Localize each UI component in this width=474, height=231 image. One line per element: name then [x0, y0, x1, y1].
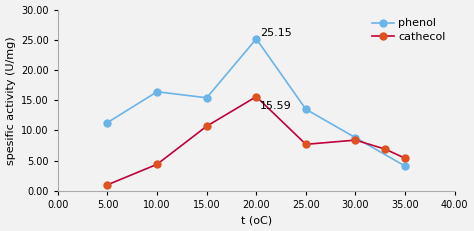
cathecol [204, 125, 210, 128]
X-axis label: t (oC): t (oC) [241, 216, 272, 225]
phenol [204, 96, 210, 99]
phenol [303, 108, 309, 111]
Line: cathecol: cathecol [104, 93, 409, 188]
Y-axis label: spesific activity (U/mg): spesific activity (U/mg) [6, 36, 16, 164]
cathecol [402, 157, 408, 160]
phenol [105, 121, 110, 124]
phenol [154, 90, 160, 93]
cathecol [383, 148, 388, 151]
cathecol [353, 139, 358, 141]
cathecol [303, 143, 309, 146]
cathecol [254, 95, 259, 98]
Text: 25.15: 25.15 [260, 28, 292, 38]
cathecol [154, 163, 160, 166]
cathecol [105, 183, 110, 186]
phenol [254, 37, 259, 40]
Line: phenol: phenol [104, 35, 409, 170]
phenol [353, 136, 358, 139]
Legend: phenol, cathecol: phenol, cathecol [368, 15, 449, 45]
Text: 15.59: 15.59 [260, 101, 292, 111]
phenol [402, 165, 408, 167]
